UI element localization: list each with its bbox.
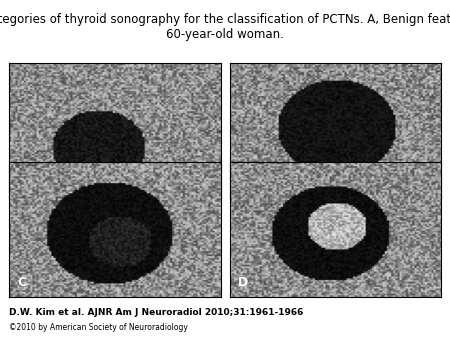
- Text: B: B: [238, 177, 248, 190]
- Text: ©2010 by American Society of Neuroradiology: ©2010 by American Society of Neuroradiol…: [9, 323, 188, 332]
- Text: C: C: [18, 276, 27, 289]
- Text: D: D: [238, 276, 248, 289]
- Text: D.W. Kim et al. AJNR Am J Neuroradiol 2010;31:1961-1966: D.W. Kim et al. AJNR Am J Neuroradiol 20…: [9, 308, 303, 317]
- Text: A: A: [18, 177, 27, 190]
- Text: AINR: AINR: [306, 300, 372, 322]
- Text: AMERICAN JOURNAL OF NEURORADIOLOGY: AMERICAN JOURNAL OF NEURORADIOLOGY: [310, 325, 415, 331]
- Text: The 4 categories of thyroid sonography for the classification of PCTNs. A, Benig: The 4 categories of thyroid sonography f…: [0, 14, 450, 41]
